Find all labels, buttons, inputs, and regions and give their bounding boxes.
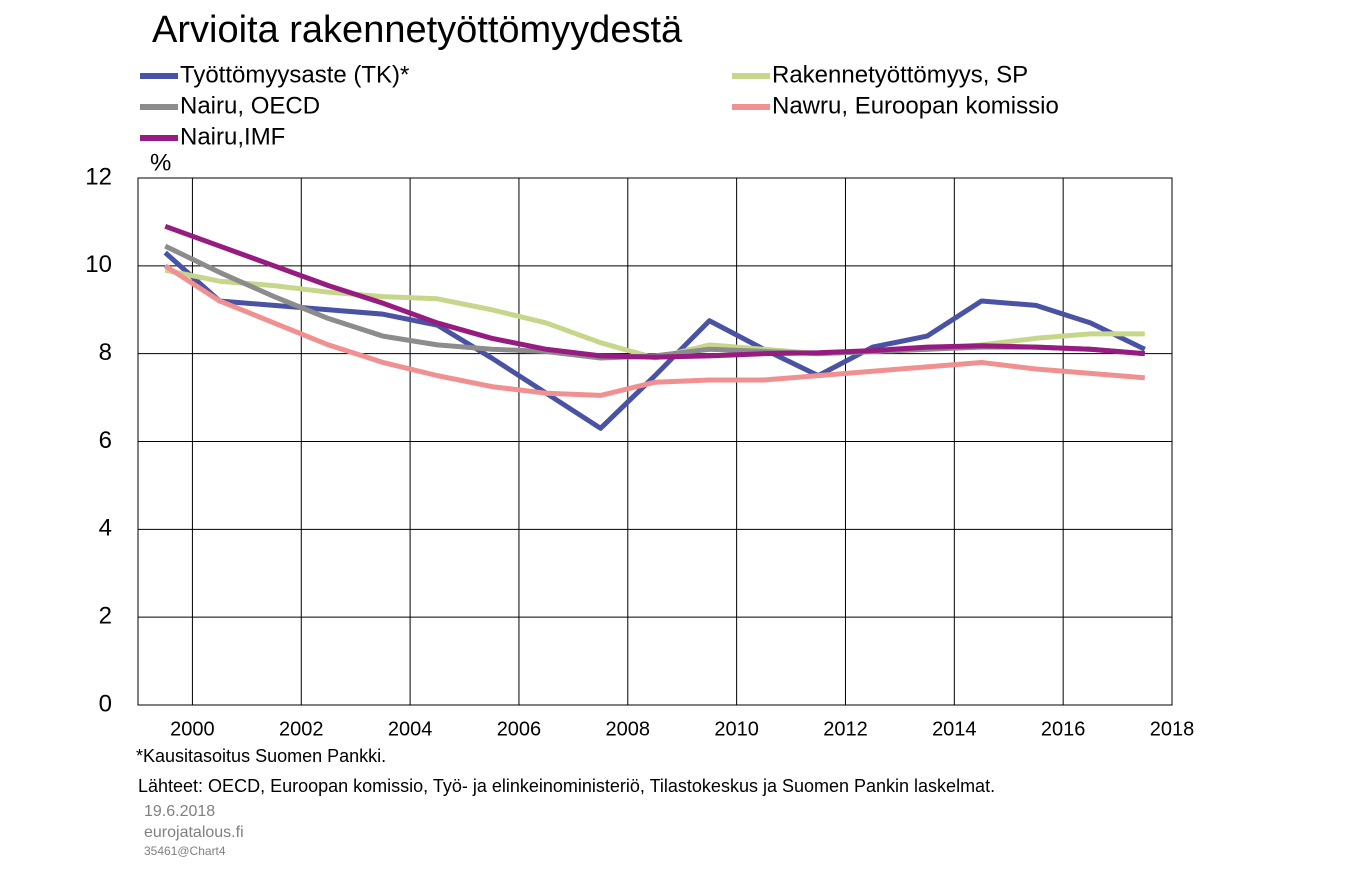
sources: Lähteet: OECD, Euroopan komissio, Työ- j… [138, 776, 995, 796]
y-tick-label: 12 [85, 163, 112, 190]
x-tick-label: 2000 [170, 718, 215, 740]
legend-label: Nairu, OECD [180, 92, 320, 119]
date: 19.6.2018 [144, 803, 215, 820]
legend-label: Nairu,IMF [180, 123, 285, 150]
x-tick-label: 2006 [497, 718, 542, 740]
y-tick-label: 6 [99, 427, 112, 454]
x-tick-label: 2018 [1150, 718, 1195, 740]
legend-label: Työttömyysaste (TK)* [180, 61, 409, 88]
line-series [163, 250, 1146, 431]
y-tick-label: 4 [99, 515, 112, 542]
footnote: *Kausitasoitus Suomen Pankki. [136, 746, 386, 766]
x-tick-label: 2014 [932, 718, 977, 740]
y-axis-label: % [150, 149, 171, 176]
x-tick-label: 2002 [279, 718, 324, 740]
legend-label: Rakennetyöttömyys, SP [772, 61, 1028, 88]
y-tick-label: 2 [99, 603, 112, 630]
x-tick-label: 2008 [606, 718, 651, 740]
y-tick-label: 8 [99, 339, 112, 366]
line-series [163, 263, 1145, 398]
x-tick-label: 2012 [823, 718, 868, 740]
code: 35461@Chart4 [144, 844, 226, 858]
site: eurojatalous.fi [144, 824, 244, 841]
line-series [164, 223, 1145, 360]
x-tick-label: 2010 [714, 718, 759, 740]
chart-title: Arvioita rakennetyöttömyydestä [152, 9, 683, 51]
x-tick-label: 2016 [1041, 718, 1086, 740]
legend-label: Nawru, Euroopan komissio [772, 92, 1059, 119]
x-tick-label: 2004 [388, 718, 433, 740]
y-tick-label: 0 [99, 690, 112, 717]
y-tick-label: 10 [85, 251, 112, 278]
